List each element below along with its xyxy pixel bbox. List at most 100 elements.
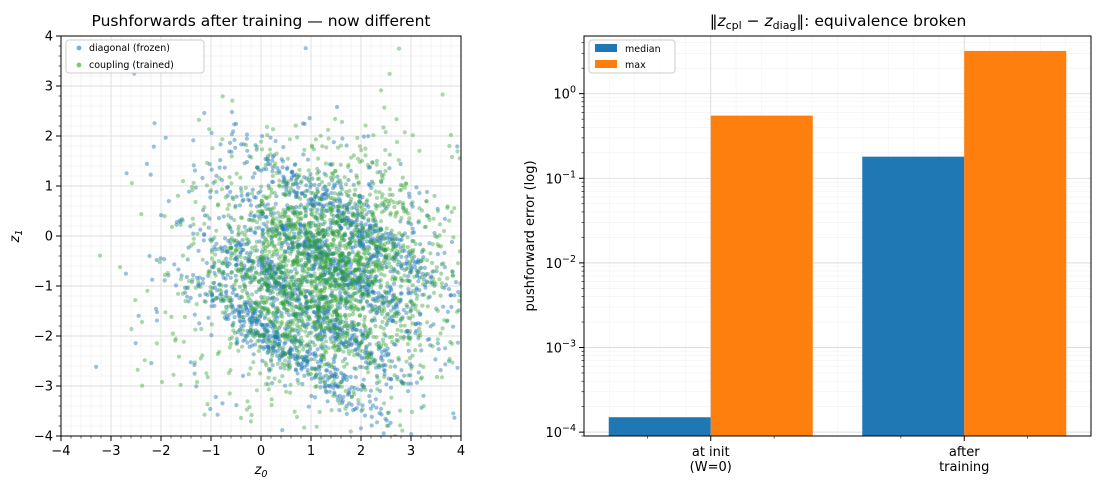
scatter-point-diagonal [271,299,276,304]
scatter-point-diagonal [381,431,386,436]
scatter-point-coupling [394,332,399,337]
scatter-point-diagonal [319,197,324,202]
scatter-point-diagonal [192,312,197,317]
scatter-point-coupling [324,362,329,367]
scatter-point-diagonal [335,208,340,213]
scatter-point-coupling [178,222,183,227]
scatter-point-coupling [481,333,485,337]
scatter-point-coupling [365,366,370,371]
scatter-point-coupling [274,343,279,348]
scatter-point-diagonal [348,374,353,380]
scatter-point-coupling [426,214,431,220]
scatter-point-diagonal [301,357,307,362]
scatter-point-diagonal [245,242,250,247]
scatter-point-diagonal [153,306,159,311]
scatter-point-diagonal [406,220,411,225]
scatter-point-coupling [439,281,444,286]
scatter-point-diagonal [309,243,314,248]
scatter-point-diagonal [296,231,301,236]
scatter-point-diagonal [335,384,340,389]
scatter-point-coupling [248,226,253,231]
scatter-point-diagonal [214,189,219,194]
scatter-point-diagonal [267,266,272,271]
scatter-point-diagonal [250,343,255,348]
scatter-point-coupling [266,387,271,392]
scatter-point-diagonal [201,238,206,243]
scatter-point-coupling [236,227,241,232]
scatter-point-diagonal [316,255,321,260]
scatter-point-diagonal [388,385,394,390]
scatter-point-diagonal [238,242,243,247]
scatter-point-diagonal [147,253,152,259]
scatter-point-diagonal [305,231,310,236]
scatter-point-coupling [400,428,405,433]
scatter-point-diagonal [364,239,369,244]
scatter-point-diagonal [345,392,350,397]
scatter-point-diagonal [286,295,292,300]
scatter-point-coupling [449,209,454,215]
scatter-point-diagonal [310,232,315,237]
scatter-point-diagonal [256,263,261,268]
scatter-point-diagonal [297,318,302,324]
scatter-point-diagonal [184,274,189,280]
scatter-point-coupling [367,350,372,355]
scatter-point-diagonal [367,165,373,170]
scatter-point-diagonal [172,262,177,267]
scatter-point-coupling [447,356,452,362]
scatter-point-coupling [315,215,320,220]
scatter-point-coupling [357,313,362,318]
scatter-point-coupling [270,353,275,358]
scatter-point-diagonal [295,243,300,248]
scatter-point-diagonal [344,203,349,208]
scatter-point-diagonal [374,373,379,378]
scatter-point-diagonal [360,243,366,248]
scatter-point-coupling [364,299,369,304]
scatter-point-diagonal [220,401,225,406]
scatter-point-diagonal [268,319,273,324]
scatter-point-diagonal [218,158,223,163]
scatter-point-diagonal [192,371,197,376]
scatter-point-coupling [434,234,440,240]
scatter-point-coupling [357,348,362,353]
scatter-point-diagonal [449,239,455,245]
scatter-point-diagonal [210,292,215,298]
scatter-point-diagonal [273,138,278,144]
scatter-point-coupling [298,229,303,234]
scatter-point-diagonal [225,193,230,198]
scatter-point-diagonal [313,216,318,221]
scatter-point-diagonal [347,241,352,246]
scatter-point-diagonal [317,202,322,207]
scatter-point-diagonal [303,277,308,282]
scatter-point-diagonal [339,297,344,302]
scatter-point-coupling [359,209,364,214]
scatter-point-coupling [260,201,265,206]
scatter-point-diagonal [303,208,308,213]
scatter-point-coupling [409,306,414,311]
scatter-point-diagonal [300,309,306,314]
scatter-point-diagonal [338,293,343,298]
scatter-point-coupling [277,237,282,242]
scatter-point-coupling [291,281,296,287]
scatter-point-diagonal [308,201,313,206]
scatter-point-diagonal [273,339,278,344]
scatter-point-diagonal [316,307,321,312]
scatter-point-coupling [342,175,347,180]
scatter-point-diagonal [414,259,419,264]
scatter-point-coupling [506,250,510,254]
scatter-point-coupling [409,269,414,274]
scatter-point-coupling [286,364,291,369]
scatter-point-diagonal [222,244,228,249]
scatter-point-diagonal [366,204,371,209]
scatter-point-coupling [292,345,297,350]
scatter-point-diagonal [306,271,311,276]
scatter-point-coupling [352,303,357,308]
scatter-point-coupling [342,211,347,216]
scatter-point-diagonal [343,301,349,306]
scatter-point-diagonal [277,232,282,237]
scatter-point-diagonal [192,168,198,173]
scatter-point-diagonal [300,381,305,387]
scatter-point-coupling [409,366,414,371]
scatter-point-diagonal [206,315,211,320]
scatter-point-coupling [356,343,362,348]
scatter-point-diagonal [373,397,378,402]
